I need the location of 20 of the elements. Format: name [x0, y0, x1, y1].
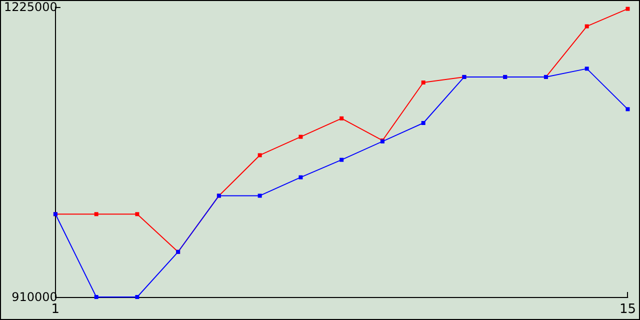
point [135, 295, 140, 299]
point [258, 153, 262, 158]
point [94, 212, 98, 216]
point [584, 24, 589, 28]
point [421, 80, 426, 84]
point [626, 107, 630, 112]
point [626, 6, 630, 11]
point [421, 121, 426, 125]
x-tick-label: 1 [51, 302, 60, 317]
y-tick-label: 910000 [12, 290, 58, 304]
point [340, 116, 344, 120]
point [258, 194, 262, 198]
point [340, 158, 344, 162]
point [298, 175, 303, 180]
point [584, 66, 589, 71]
point [94, 295, 98, 299]
point [298, 134, 303, 139]
point [135, 212, 140, 216]
x-tick-label: 15 [619, 302, 636, 317]
y-tick-label: 1225000 [4, 0, 58, 14]
